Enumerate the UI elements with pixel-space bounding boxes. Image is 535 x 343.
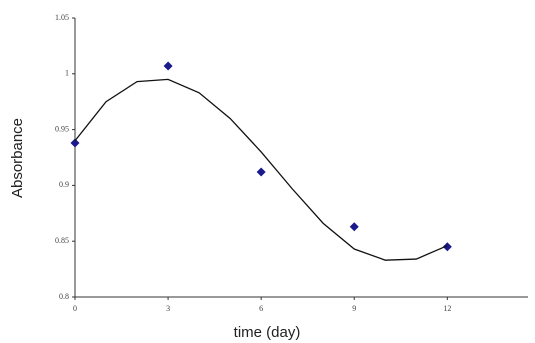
x-axis-title: time (day) (234, 324, 301, 341)
y-tick-label: 0.85 (55, 236, 69, 245)
x-tick-label: 9 (352, 304, 356, 313)
y-tick-label: 0.9 (59, 180, 69, 189)
data-point (349, 222, 359, 232)
data-point (163, 61, 173, 71)
data-point (256, 167, 266, 177)
y-tick-label: 1 (65, 69, 69, 78)
trend-line (74, 78, 448, 261)
x-tick-label: 6 (259, 304, 263, 313)
x-tick-label: 12 (443, 304, 451, 313)
y-tick-label: 0.8 (59, 292, 69, 301)
data-point (70, 138, 80, 148)
x-tick-label: 3 (166, 304, 170, 313)
data-point (442, 242, 452, 252)
y-tick-label: 0.95 (55, 124, 69, 133)
y-tick-label: 1.05 (55, 13, 69, 22)
x-tick-label: 0 (73, 304, 77, 313)
y-axis-title: Absorbance (9, 118, 26, 198)
